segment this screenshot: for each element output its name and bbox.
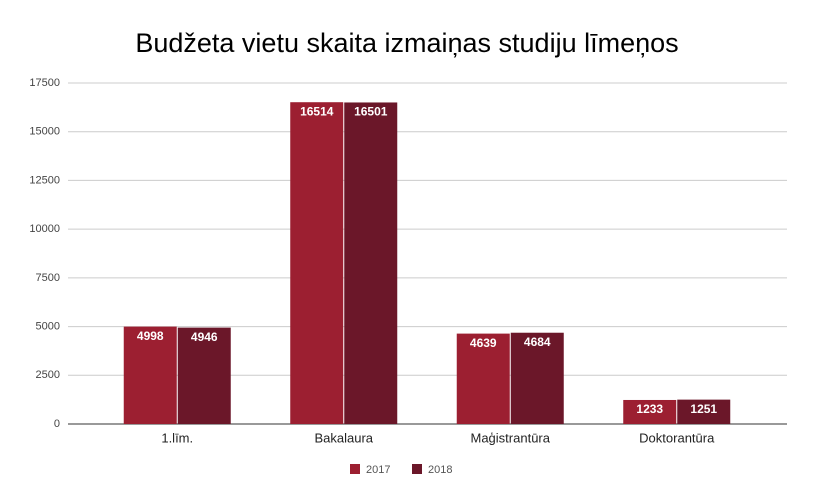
x-tick-label: 1.līm. — [161, 430, 193, 445]
y-tick-label: 10000 — [29, 223, 60, 235]
data-label: 1251 — [690, 402, 717, 416]
data-label: 16501 — [354, 105, 388, 119]
bar — [456, 333, 510, 424]
bar — [677, 399, 731, 424]
bar — [123, 326, 177, 424]
data-label: 4946 — [191, 330, 218, 344]
bar — [510, 332, 564, 424]
legend-label: 2017 — [366, 464, 390, 476]
legend-swatch — [350, 464, 360, 474]
data-label: 4684 — [524, 335, 551, 349]
data-label: 4639 — [470, 336, 497, 350]
bar — [290, 102, 344, 424]
x-tick-label: Maģistrantūra — [471, 430, 551, 445]
y-tick-label: 0 — [54, 418, 60, 430]
x-tick-label: Bakalaura — [314, 430, 373, 445]
data-label: 1233 — [636, 402, 663, 416]
legend-label: 2018 — [428, 464, 452, 476]
y-tick-label: 12500 — [29, 174, 60, 186]
y-tick-label: 15000 — [29, 126, 60, 138]
x-tick-label: Doktorantūra — [639, 430, 715, 445]
legend-swatch — [412, 464, 422, 474]
data-label: 16514 — [300, 104, 334, 118]
bar — [344, 102, 398, 424]
y-tick-label: 17500 — [29, 77, 60, 89]
y-tick-label: 2500 — [36, 369, 60, 381]
bar — [623, 399, 677, 424]
bar — [177, 327, 231, 424]
y-tick-label: 7500 — [36, 272, 60, 284]
data-label: 4998 — [137, 329, 164, 343]
y-tick-label: 5000 — [36, 320, 60, 332]
chart-title: Budžeta vietu skaita izmaiņas studiju lī… — [135, 28, 678, 58]
